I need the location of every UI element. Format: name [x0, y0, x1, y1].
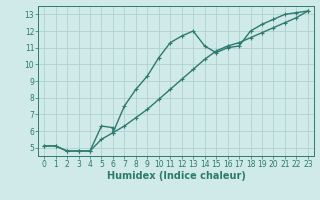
X-axis label: Humidex (Indice chaleur): Humidex (Indice chaleur): [107, 171, 245, 181]
